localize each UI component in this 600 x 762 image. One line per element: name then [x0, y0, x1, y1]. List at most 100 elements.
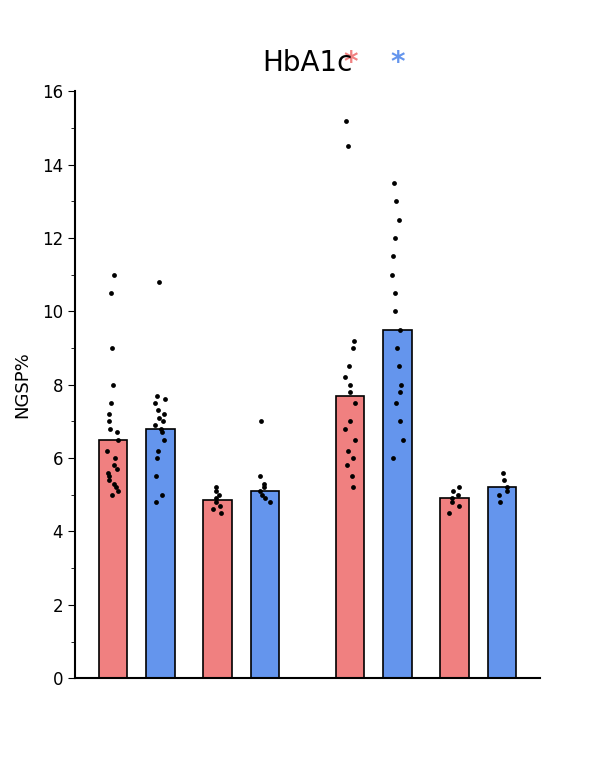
Point [106, 287, 115, 299]
Point [396, 379, 406, 391]
Point [154, 445, 163, 457]
Point [160, 393, 169, 405]
Point [454, 500, 464, 512]
Point [151, 470, 161, 482]
Bar [336, 395, 364, 678]
Point [152, 389, 162, 402]
Point [105, 423, 115, 435]
Point [448, 485, 457, 498]
Point [157, 427, 167, 439]
Point [104, 474, 114, 486]
Point [395, 386, 405, 399]
Point [257, 488, 267, 501]
Point [154, 411, 164, 424]
Point [398, 434, 408, 446]
Point [159, 408, 169, 421]
Point [448, 492, 457, 504]
Point [347, 470, 356, 482]
Point [211, 485, 221, 498]
Point [344, 360, 354, 373]
Point [394, 213, 404, 226]
Point [104, 408, 114, 421]
Point [256, 415, 266, 427]
Point [388, 452, 398, 464]
Point [350, 335, 359, 347]
Point [346, 379, 355, 391]
Point [448, 496, 457, 508]
Point [107, 488, 116, 501]
Point [150, 419, 160, 431]
Point [112, 427, 122, 439]
Point [155, 276, 164, 288]
Point [345, 415, 355, 427]
Point [113, 485, 123, 498]
Point [343, 445, 353, 457]
Point [454, 482, 464, 494]
Point [208, 504, 218, 516]
Point [111, 482, 121, 494]
Point [390, 287, 400, 299]
Point [498, 466, 508, 479]
Point [217, 507, 226, 519]
Point [153, 405, 163, 417]
Point [395, 415, 405, 427]
Point [259, 482, 269, 494]
Point [341, 115, 350, 127]
Point [212, 482, 221, 494]
Point [266, 496, 275, 508]
Point [494, 488, 504, 501]
Point [495, 496, 505, 508]
Bar [251, 491, 279, 678]
Point [152, 452, 162, 464]
Point [260, 478, 269, 490]
Point [104, 415, 114, 427]
Bar [203, 501, 232, 678]
Title: HbA1c: HbA1c [262, 49, 353, 77]
Point [391, 397, 401, 409]
Point [340, 423, 350, 435]
Point [395, 324, 405, 336]
Point [106, 397, 116, 409]
Bar [383, 330, 412, 678]
Point [107, 342, 117, 354]
Point [109, 379, 118, 391]
Point [156, 423, 166, 435]
Point [343, 140, 353, 152]
Point [104, 470, 114, 482]
Point [160, 434, 169, 446]
Point [350, 434, 360, 446]
Point [211, 496, 221, 508]
Point [349, 452, 358, 464]
Point [157, 488, 166, 501]
Point [255, 485, 265, 498]
Point [453, 488, 463, 501]
Point [109, 478, 119, 490]
Point [388, 269, 397, 281]
Point [260, 492, 270, 504]
Bar [440, 498, 469, 678]
Text: *: * [391, 49, 405, 77]
Point [109, 459, 119, 472]
Point [391, 232, 400, 244]
Point [158, 415, 168, 427]
Point [395, 360, 404, 373]
Point [103, 445, 112, 457]
Point [255, 470, 265, 482]
Point [444, 507, 454, 519]
Point [112, 463, 122, 475]
Point [389, 177, 399, 189]
Point [391, 195, 400, 207]
Point [345, 386, 355, 399]
Bar [146, 429, 175, 678]
Point [214, 488, 223, 501]
Point [341, 371, 350, 383]
Point [350, 397, 360, 409]
Point [502, 482, 511, 494]
Point [348, 342, 358, 354]
Point [349, 482, 358, 494]
Point [113, 434, 123, 446]
Point [499, 474, 509, 486]
Point [502, 485, 512, 498]
Point [151, 496, 161, 508]
Bar [488, 488, 516, 678]
